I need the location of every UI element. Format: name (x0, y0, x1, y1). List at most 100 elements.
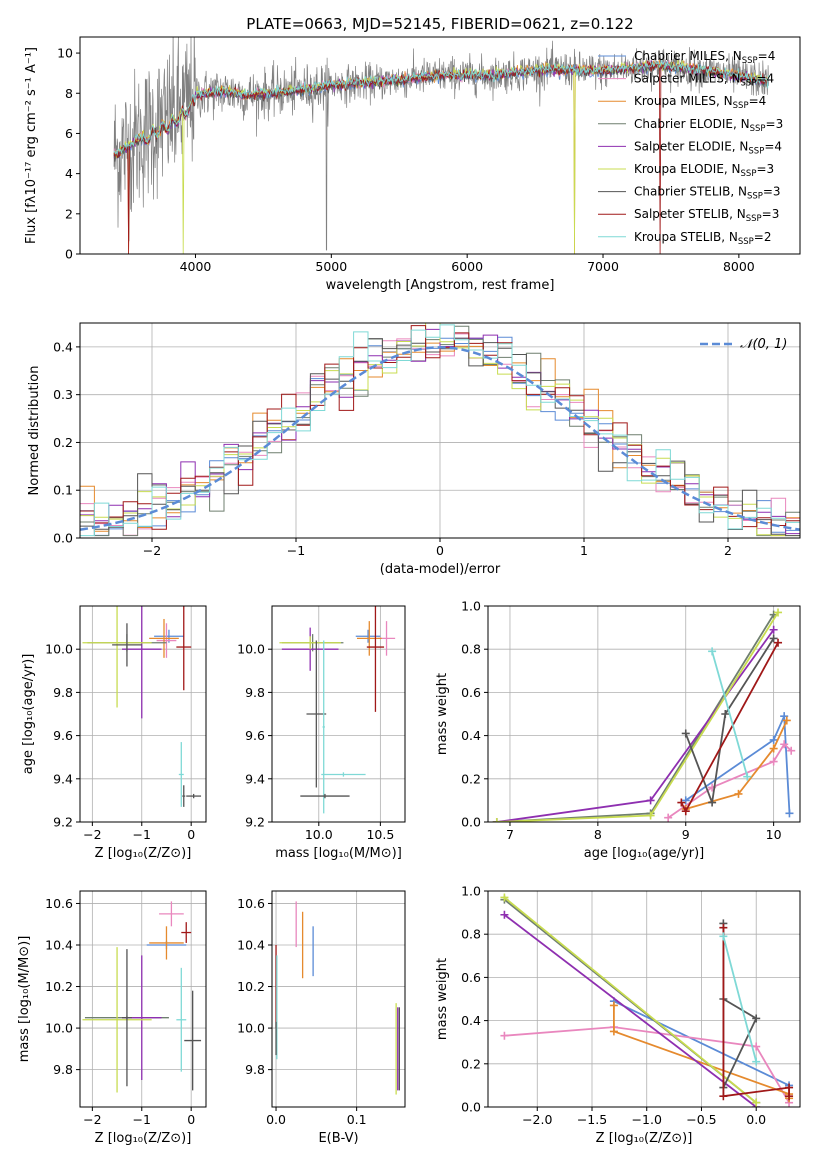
plot-area-mass_vs_Z (82, 901, 202, 1093)
x-tick-label: 8000 (723, 259, 755, 274)
y-tick-label: 1.0 (461, 884, 481, 899)
errorbar-point (321, 772, 366, 777)
x-tick-label: −2 (143, 543, 161, 558)
weight-series-line (685, 715, 791, 814)
legend-label: Chabrier MILES, NSSP=4 (634, 49, 775, 66)
errorbar-point (122, 606, 162, 719)
errorbar-point (300, 793, 350, 799)
axes-frame (79, 890, 207, 1108)
histogram-series (80, 324, 800, 537)
axes-frame (79, 322, 801, 539)
weight-series-line (503, 914, 757, 1107)
plot-area-mass_vs_ebv (275, 901, 401, 1095)
y-tick-label: 0.2 (461, 1056, 481, 1071)
plot-area-residuals (80, 323, 800, 537)
errorbar-point (82, 947, 152, 1093)
y-tick-label: 9.2 (53, 815, 73, 830)
legend-label: Chabrier ELODIE, NSSP=3 (634, 117, 783, 134)
weight-series-line (613, 1000, 790, 1087)
x-axis-label: mass [log₁₀(M/M⊙)] (275, 846, 402, 861)
weight-marker (785, 1092, 794, 1101)
axes-frame (271, 890, 406, 1108)
errorbar-point (184, 990, 202, 1091)
weight-series-line (684, 637, 775, 807)
legend-label: Kroupa MILES, NSSP=4 (634, 94, 766, 111)
plot-area-weight_vs_Z (500, 893, 794, 1107)
errorbar-point (181, 922, 192, 943)
y-tick-label: 9.2 (245, 815, 265, 830)
weight-marker (719, 932, 728, 941)
errorbar-point (176, 967, 187, 1072)
y-tick-label: 10.4 (45, 938, 73, 953)
weight-marker (609, 1027, 618, 1036)
y-tick-label: 10 (57, 46, 73, 61)
plot-area-weight_vs_age (492, 608, 796, 822)
y-tick-label: 0.0 (461, 1100, 481, 1115)
weight-marker (500, 1031, 509, 1040)
axes-frame (487, 605, 801, 823)
errorbar-point (182, 785, 186, 807)
panel-mass_vs_Z: −2 −1 0 9.8 10.0 10.2 10.4 10.6 Z [log₁₀(Z/Z⊙)] m… (17, 890, 207, 1146)
x-tick-label: −2.0 (522, 1112, 552, 1127)
weight-series-line (722, 936, 758, 1062)
weight-marker (646, 811, 655, 820)
panel-age_vs_mass: 10.0 10.5 9.2 9.4 9.6 9.8 10.0 mass [log₁₀(M/M⊙… (237, 605, 406, 861)
weight-marker (752, 1098, 761, 1107)
x-tick-label: 0.1 (347, 1112, 367, 1127)
y-tick-label: 0.0 (53, 531, 73, 546)
y-tick-label: 0.4 (461, 1013, 481, 1028)
y-tick-label: 1.0 (461, 599, 481, 614)
weight-marker (681, 796, 690, 805)
x-tick-label: −0.5 (686, 1112, 716, 1127)
x-tick-label: 0.0 (266, 1112, 286, 1127)
y-tick-label: 4 (65, 166, 73, 181)
y-tick-label: 0.8 (461, 927, 481, 942)
weight-marker (664, 813, 673, 822)
y-tick-label: 2 (65, 206, 73, 221)
spectrum-model-line (113, 60, 769, 254)
y-tick-label: 0.0 (461, 815, 481, 830)
weight-marker (500, 910, 509, 919)
legend-label: Kroupa STELIB, NSSP=2 (634, 230, 772, 247)
legend-label: Kroupa ELODIE, NSSP=3 (634, 162, 774, 179)
weight-marker (785, 809, 794, 818)
y-axis-label: Normed distribution (27, 366, 42, 496)
y-tick-label: 10.2 (45, 979, 73, 994)
weight-marker (769, 634, 778, 643)
weight-marker (785, 1083, 794, 1092)
axes-frame (79, 36, 801, 255)
weight-marker (609, 1001, 618, 1010)
x-tick-label: 9 (682, 827, 690, 842)
errorbar-point (306, 640, 327, 788)
errorbar-point (366, 606, 385, 712)
weight-marker (752, 1057, 761, 1066)
spectrum-model-line (113, 59, 769, 156)
y-axis-label: Flux [fλ10⁻¹⁷ erg cm⁻² s⁻¹ A⁻¹] (24, 47, 39, 244)
weight-marker (677, 798, 686, 807)
weight-marker (774, 638, 783, 647)
errorbar-point (322, 640, 325, 814)
x-tick-label: 7 (506, 827, 514, 842)
y-tick-label: 0.4 (53, 339, 73, 354)
x-tick-label: −1 (133, 827, 151, 842)
errorbar-point (356, 621, 382, 656)
x-tick-label: −2 (83, 827, 101, 842)
weight-marker (769, 744, 778, 753)
axes-frame (79, 605, 207, 823)
errorbar-point (149, 926, 184, 960)
y-axis-label: mass weight (435, 958, 450, 1040)
y-tick-label: 0.2 (53, 435, 73, 450)
y-tick-label: 10.6 (237, 896, 265, 911)
weight-marker (708, 647, 717, 656)
weight-marker (708, 798, 717, 807)
y-axis-label: mass weight (435, 673, 450, 755)
y-tick-label: 0.3 (53, 387, 73, 402)
errorbar-point (355, 629, 381, 643)
x-tick-label: −2 (83, 1112, 101, 1127)
x-axis-label: Z [log₁₀(Z/Z⊙)] (95, 1131, 192, 1146)
weight-marker (719, 923, 728, 932)
panel-residuals: −2 −1 0 1 2 0.0 0.1 0.2 0.3 0.4 (data-model)/error… (27, 322, 801, 577)
y-tick-label: 0.6 (461, 685, 481, 700)
weight-marker (492, 818, 501, 822)
